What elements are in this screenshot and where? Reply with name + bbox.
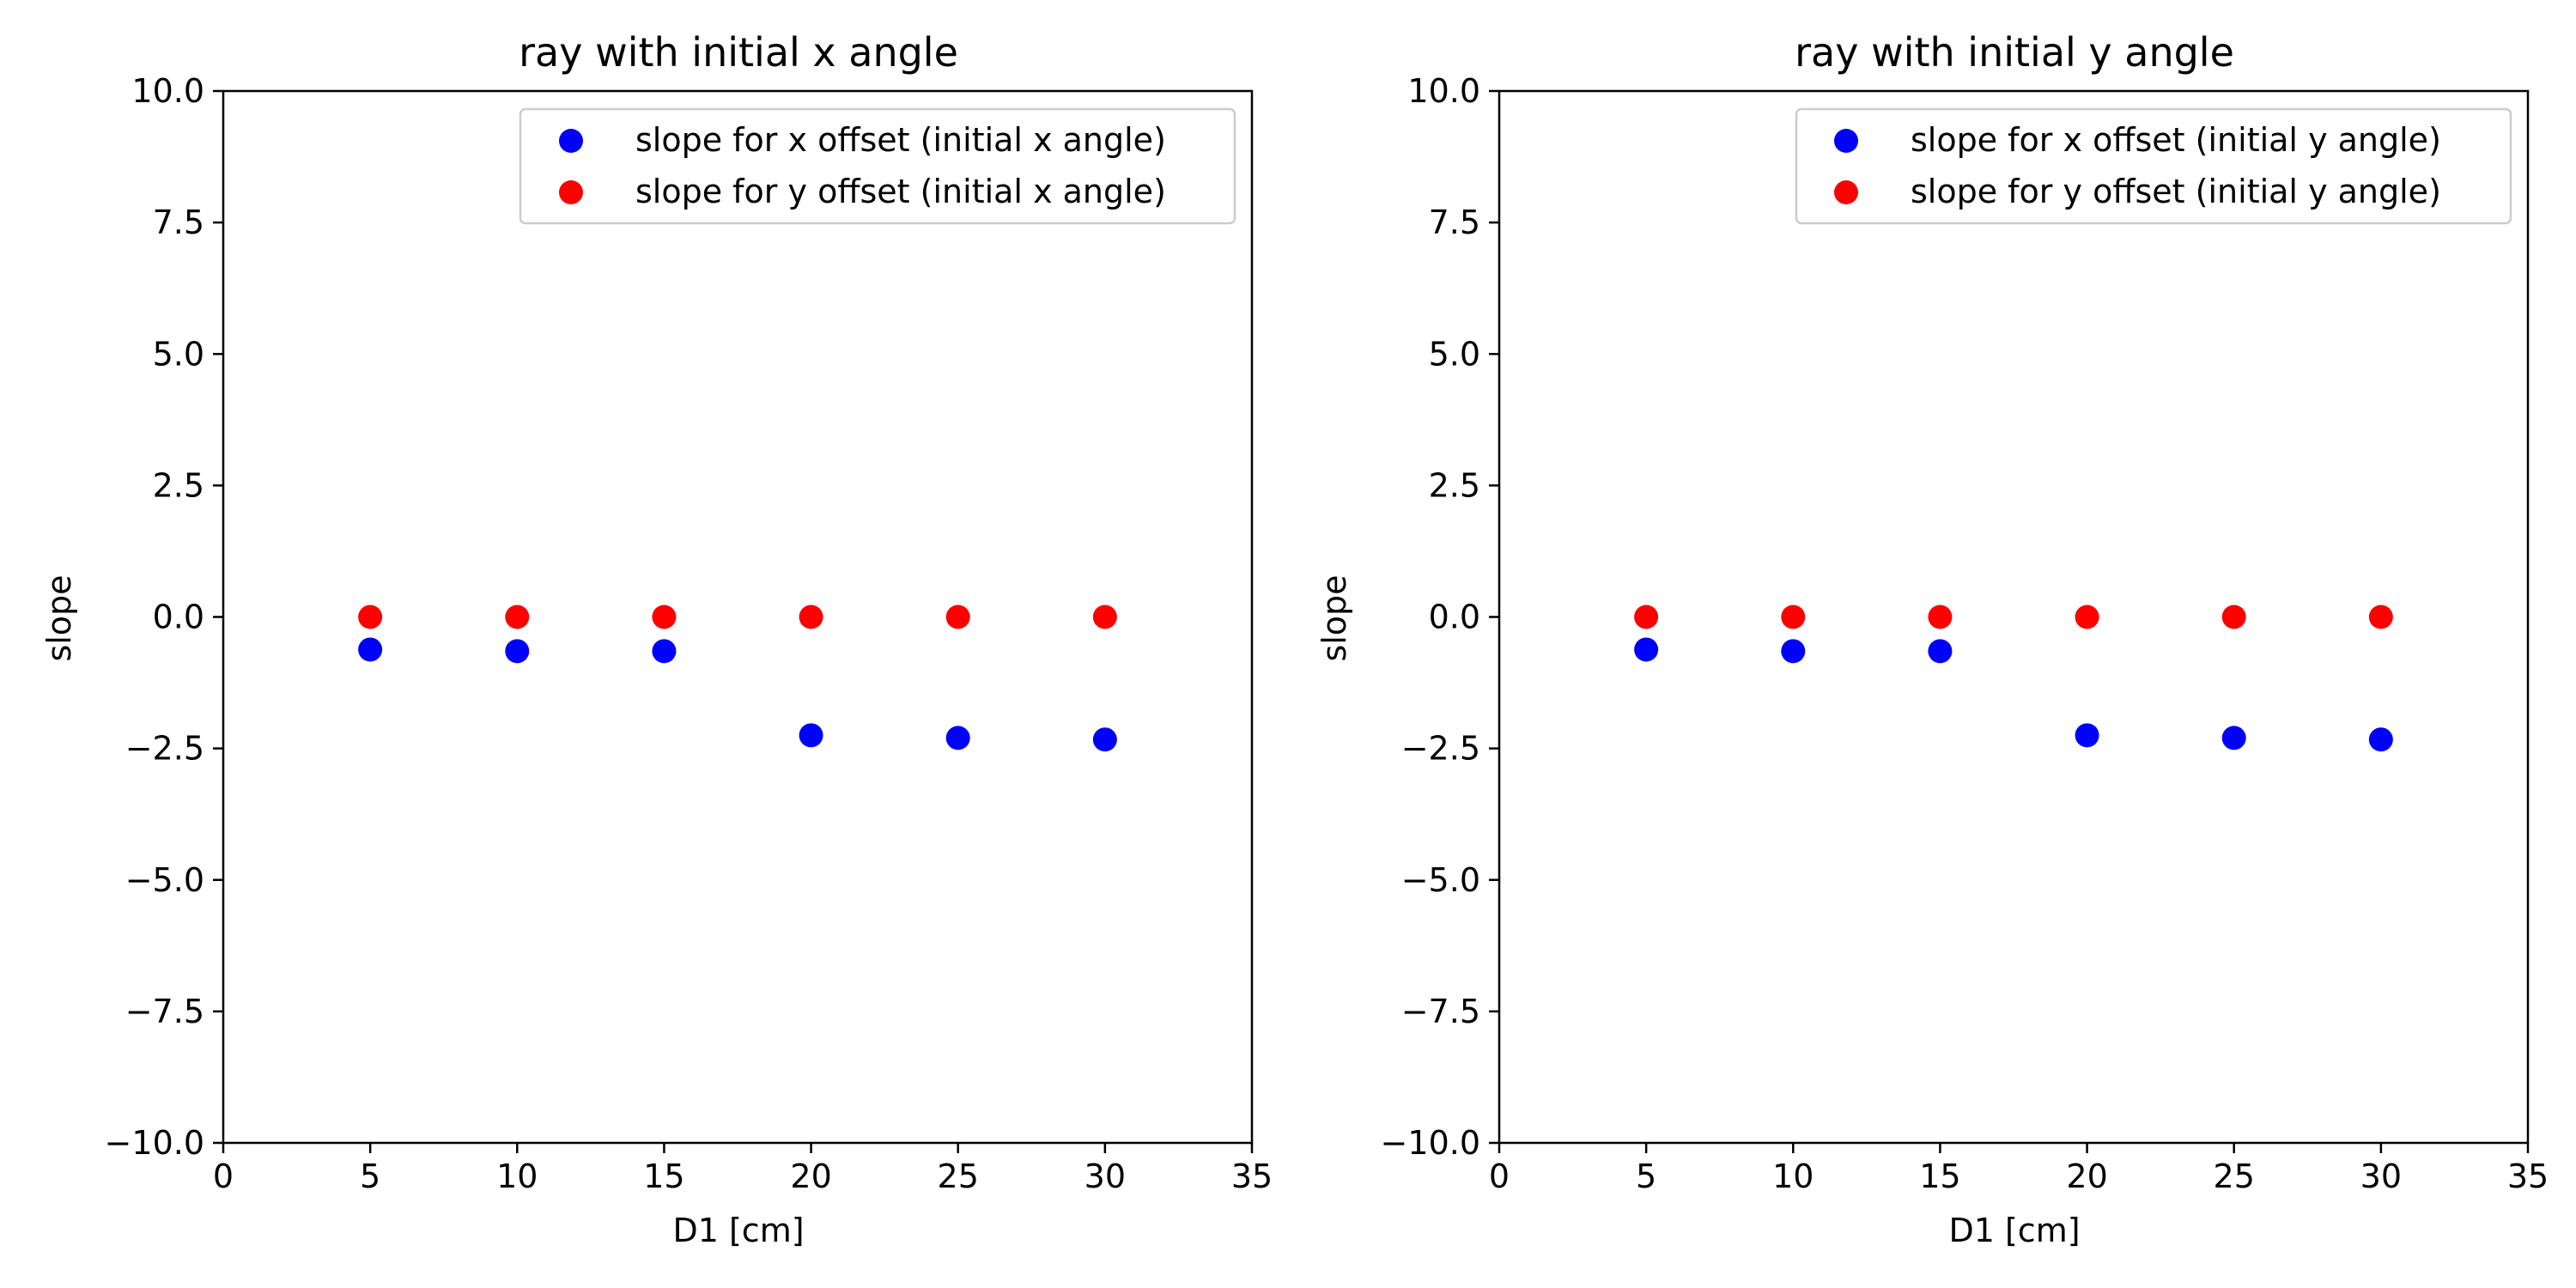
legend-box: [1795, 107, 2512, 225]
x-tick-label: 30: [1084, 1157, 1126, 1195]
x-tick-label: 5: [1636, 1157, 1656, 1195]
y-tick-label: 2.5: [1429, 466, 1480, 504]
point-y-offset: [652, 605, 677, 629]
point-x-offset: [1634, 637, 1659, 662]
point-x-offset: [2221, 726, 2246, 750]
y-ticks: −10.0 −7.5 −5.0 −2.5 0.0 2.5 5.0 7.5 10.0: [1381, 72, 1499, 1162]
y-tick-label: 10.0: [131, 72, 204, 110]
x-tick-label: 30: [2360, 1157, 2402, 1195]
x-axis-label: D1 [cm]: [1948, 1212, 2080, 1249]
point-x-offset: [1781, 639, 1806, 664]
y-tick-label: 0.0: [153, 598, 204, 636]
y-tick-label: 10.0: [1407, 72, 1480, 110]
y-tick-label: 7.5: [1429, 204, 1480, 241]
x-tick-label: 0: [213, 1157, 234, 1195]
legend-marker-y-offset: [1834, 180, 1858, 204]
y-tick-label: −7.5: [1401, 993, 1480, 1030]
point-y-offset: [1781, 605, 1806, 629]
x-tick-label: 10: [496, 1157, 538, 1195]
legend: slope for x offset (initial y angle) slo…: [1795, 107, 2512, 225]
y-axis-label: slope: [1315, 574, 1353, 661]
point-x-offset: [2075, 723, 2099, 748]
point-x-offset: [505, 639, 530, 664]
x-tick-label: 5: [360, 1157, 380, 1195]
point-x-offset: [945, 726, 970, 750]
y-tick-label: 0.0: [1429, 598, 1480, 636]
y-tick-label: −7.5: [125, 993, 204, 1030]
point-x-offset: [799, 723, 823, 748]
chart-left: ray with initial x angle 0 5 10 15 20 25 30 35 …: [40, 29, 1273, 1249]
point-y-offset: [2221, 605, 2246, 629]
x-tick-label: 0: [1489, 1157, 1510, 1195]
x-tick-label: 35: [2507, 1157, 2549, 1195]
legend-marker-y-offset: [559, 180, 583, 204]
point-x-offset: [1928, 639, 1953, 664]
point-y-offset: [2075, 605, 2099, 629]
legend: slope for x offset (initial x angle) slo…: [519, 107, 1236, 225]
x-axis-label: D1 [cm]: [672, 1212, 804, 1249]
x-tick-label: 20: [790, 1157, 831, 1195]
point-x-offset: [358, 637, 383, 662]
y-tick-label: −2.5: [125, 730, 204, 768]
point-y-offset: [1928, 605, 1953, 629]
y-tick-label: −10.0: [105, 1124, 204, 1162]
y-tick-label: −2.5: [1401, 730, 1480, 768]
x-tick-label: 35: [1231, 1157, 1273, 1195]
x-tick-label: 15: [643, 1157, 684, 1195]
y-tick-label: 5.0: [153, 335, 204, 373]
point-y-offset: [2368, 605, 2393, 629]
x-tick-label: 25: [2214, 1157, 2255, 1195]
legend-label-x-offset: slope for x offset (initial x angle): [635, 121, 1166, 159]
point-x-offset: [2368, 727, 2393, 752]
y-axis-label: slope: [40, 574, 78, 661]
y-tick-label: 2.5: [153, 466, 204, 504]
data-points: [1634, 605, 2393, 752]
chart-title: ray with initial x angle: [519, 29, 958, 76]
chart-right: ray with initial y angle 0 5 10 15 20 25 30 35 …: [1315, 29, 2549, 1249]
legend-box: [519, 107, 1236, 225]
x-ticks: 0 5 10 15 20 25 30 35: [1489, 1143, 2549, 1195]
y-tick-label: 5.0: [1429, 335, 1480, 373]
legend-marker-x-offset: [559, 129, 583, 153]
x-tick-label: 15: [1919, 1157, 1960, 1195]
legend-label-y-offset: slope for y offset (initial x angle): [635, 173, 1166, 210]
point-y-offset: [505, 605, 530, 629]
legend-label-x-offset: slope for x offset (initial y angle): [1911, 121, 2441, 159]
point-y-offset: [1634, 605, 1659, 629]
point-y-offset: [799, 605, 823, 629]
y-tick-label: −10.0: [1381, 1124, 1480, 1162]
x-tick-label: 20: [2066, 1157, 2107, 1195]
point-y-offset: [1092, 605, 1117, 629]
point-y-offset: [945, 605, 970, 629]
legend-marker-x-offset: [1834, 129, 1858, 153]
point-x-offset: [652, 639, 677, 664]
x-ticks: 0 5 10 15 20 25 30 35: [213, 1143, 1273, 1195]
chart-title: ray with initial y angle: [1795, 29, 2234, 76]
x-tick-label: 25: [938, 1157, 979, 1195]
y-ticks: −10.0 −7.5 −5.0 −2.5 0.0 2.5 5.0 7.5 10.0: [105, 72, 223, 1162]
data-points: [358, 605, 1117, 752]
point-y-offset: [358, 605, 383, 629]
y-tick-label: −5.0: [1401, 861, 1480, 899]
y-tick-label: 7.5: [153, 204, 204, 241]
point-x-offset: [1092, 727, 1117, 752]
x-tick-label: 10: [1772, 1157, 1814, 1195]
legend-label-y-offset: slope for y offset (initial y angle): [1911, 173, 2441, 210]
y-tick-label: −5.0: [125, 861, 204, 899]
